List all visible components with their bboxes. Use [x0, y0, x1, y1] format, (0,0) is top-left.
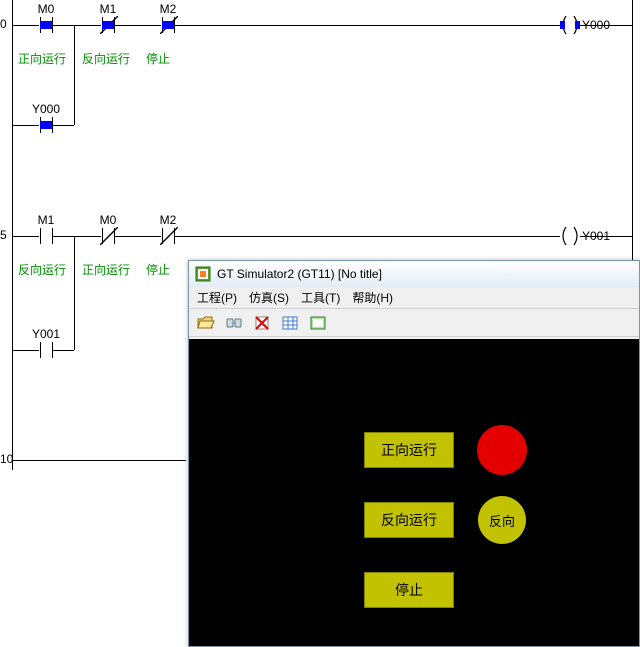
contact-no: [34, 228, 58, 244]
simulator-window[interactable]: GT Simulator2 (GT11) [No title] 工程(P) 仿真…: [188, 260, 640, 647]
hmi-lamp-forward: [477, 425, 527, 475]
toolbar-stop-icon[interactable]: [251, 312, 273, 334]
energized-marker: [162, 21, 174, 29]
contact-comment: 停止: [146, 261, 170, 278]
left-busbar: [12, 0, 13, 470]
toolbar-connect-icon[interactable]: [223, 312, 245, 334]
hmi-button-forward[interactable]: 正向运行: [364, 432, 454, 468]
wire: [580, 236, 632, 237]
toolbar-grid-icon[interactable]: [279, 312, 301, 334]
wire: [12, 460, 186, 461]
rung-address: 10: [0, 452, 13, 466]
hmi-lamp-reverse: 反向: [478, 496, 526, 544]
menu-sim[interactable]: 仿真(S): [249, 289, 289, 306]
wire: [120, 25, 156, 26]
wire: [12, 236, 34, 237]
device-label: Y001: [30, 327, 62, 341]
device-label: M1: [34, 213, 58, 227]
energized-marker: [40, 121, 52, 129]
rung-address: 0: [0, 17, 7, 31]
wire: [120, 236, 156, 237]
energized-marker: [560, 21, 565, 29]
device-label: M2: [156, 2, 180, 16]
wire: [180, 25, 560, 26]
device-label: Y000: [30, 102, 62, 116]
wire: [12, 25, 34, 26]
contact-no: [34, 342, 58, 358]
contact-comment: 停止: [146, 50, 170, 67]
simulator-title: GT Simulator2 (GT11) [No title]: [217, 267, 382, 281]
app-icon: [195, 266, 211, 282]
energized-marker: [102, 21, 114, 29]
branch-wire: [74, 25, 75, 125]
wire: [58, 236, 96, 237]
contact-comment: 反向运行: [82, 50, 130, 67]
menu-help[interactable]: 帮助(H): [352, 289, 393, 306]
simulator-titlebar[interactable]: GT Simulator2 (GT11) [No title]: [189, 261, 639, 287]
contact-nc: [156, 228, 180, 244]
wire: [58, 350, 74, 351]
branch-wire: [74, 236, 75, 350]
contact-comment: 正向运行: [18, 50, 66, 67]
rung-address: 5: [0, 228, 7, 242]
menu-tool[interactable]: 工具(T): [301, 289, 340, 306]
device-label: M0: [34, 2, 58, 16]
hmi-button-stop[interactable]: 停止: [364, 572, 454, 608]
menu-project[interactable]: 工程(P): [197, 289, 237, 306]
hmi-screen: 正向运行 反向运行 停止 反向: [189, 339, 639, 646]
simulator-menubar: 工程(P) 仿真(S) 工具(T) 帮助(H): [189, 287, 639, 309]
wire: [12, 125, 34, 126]
simulator-toolbar: [189, 309, 639, 337]
hmi-button-reverse[interactable]: 反向运行: [364, 502, 454, 538]
device-label: M2: [156, 213, 180, 227]
wire: [580, 25, 632, 26]
energized-marker: [40, 21, 52, 29]
contact-comment: 正向运行: [82, 261, 130, 278]
output-coil: [560, 227, 580, 245]
wire: [12, 350, 34, 351]
toolbar-device-icon[interactable]: [307, 312, 329, 334]
device-label: M1: [96, 2, 120, 16]
device-label: M0: [96, 213, 120, 227]
contact-nc: [96, 228, 120, 244]
wire: [58, 25, 96, 26]
wire: [180, 236, 560, 237]
toolbar-open-icon[interactable]: [195, 312, 217, 334]
contact-comment: 反向运行: [18, 261, 66, 278]
wire: [58, 125, 74, 126]
